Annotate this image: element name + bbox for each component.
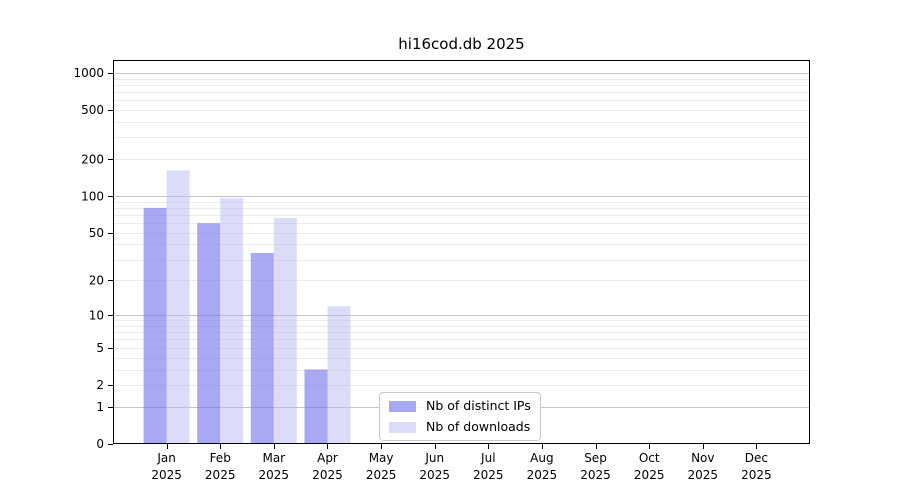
y-tick-label: 1000 [73,66,104,80]
x-tick-label-month: Jun [424,451,444,465]
chart-title: hi16cod.db 2025 [398,35,525,53]
x-tick-label-month: Oct [639,451,660,465]
x-tick-label-year: 2025 [151,468,182,482]
legend: Nb of distinct IPs Nb of downloads [379,392,541,441]
x-tick-label-month: Jul [480,451,495,465]
x-tick-label-month: Jan [156,451,176,465]
legend-row-distinct-ips: Nb of distinct IPs [389,398,531,414]
y-tick-label: 2 [96,378,104,392]
x-tick-label-year: 2025 [366,468,397,482]
legend-swatch-distinct-ips [389,400,416,412]
bar-downloads-feb [220,198,244,444]
bar-ips-apr [304,369,328,444]
y-tick-label: 100 [81,189,104,203]
x-tick-label-year: 2025 [473,468,504,482]
x-tick-label-year: 2025 [259,468,290,482]
bar-ips-mar [250,253,274,444]
x-tick-label-year: 2025 [419,468,450,482]
x-tick-label-month: Nov [691,451,714,465]
legend-swatch-downloads [389,421,416,433]
y-tick-label: 20 [89,274,104,288]
x-tick-label-month: Aug [530,451,553,465]
x-tick-label-year: 2025 [634,468,665,482]
y-tick-label: 200 [81,152,104,166]
bar-ips-jan [143,207,167,444]
x-tick-label-month: Mar [262,451,285,465]
y-tick-label: 0 [96,437,104,451]
x-tick-label-year: 2025 [205,468,236,482]
x-tick-label-year: 2025 [580,468,611,482]
x-tick-label-year: 2025 [312,468,343,482]
x-tick-label-month: Dec [745,451,768,465]
x-tick-label-year: 2025 [688,468,719,482]
y-tick-label: 5 [96,341,104,355]
legend-label-distinct-ips: Nb of distinct IPs [426,398,531,413]
x-tick-label-month: Feb [210,451,231,465]
legend-row-downloads: Nb of downloads [389,419,531,435]
x-tick-label-year: 2025 [741,468,772,482]
x-tick-label-year: 2025 [527,468,558,482]
x-tick-label-month: Sep [584,451,607,465]
x-tick-label-month: May [369,451,394,465]
bar-downloads-apr [327,306,351,444]
y-tick-label: 10 [89,308,104,322]
y-tick-label: 1 [96,400,104,414]
bar-downloads-mar [273,218,297,444]
legend-label-downloads: Nb of downloads [426,419,531,434]
x-tick-label-month: Apr [317,451,338,465]
bar-ips-feb [197,223,221,444]
y-tick-label: 50 [89,226,104,240]
plot-frame [112,59,811,445]
bar-downloads-jan [166,170,190,444]
y-tick-label: 500 [81,103,104,117]
